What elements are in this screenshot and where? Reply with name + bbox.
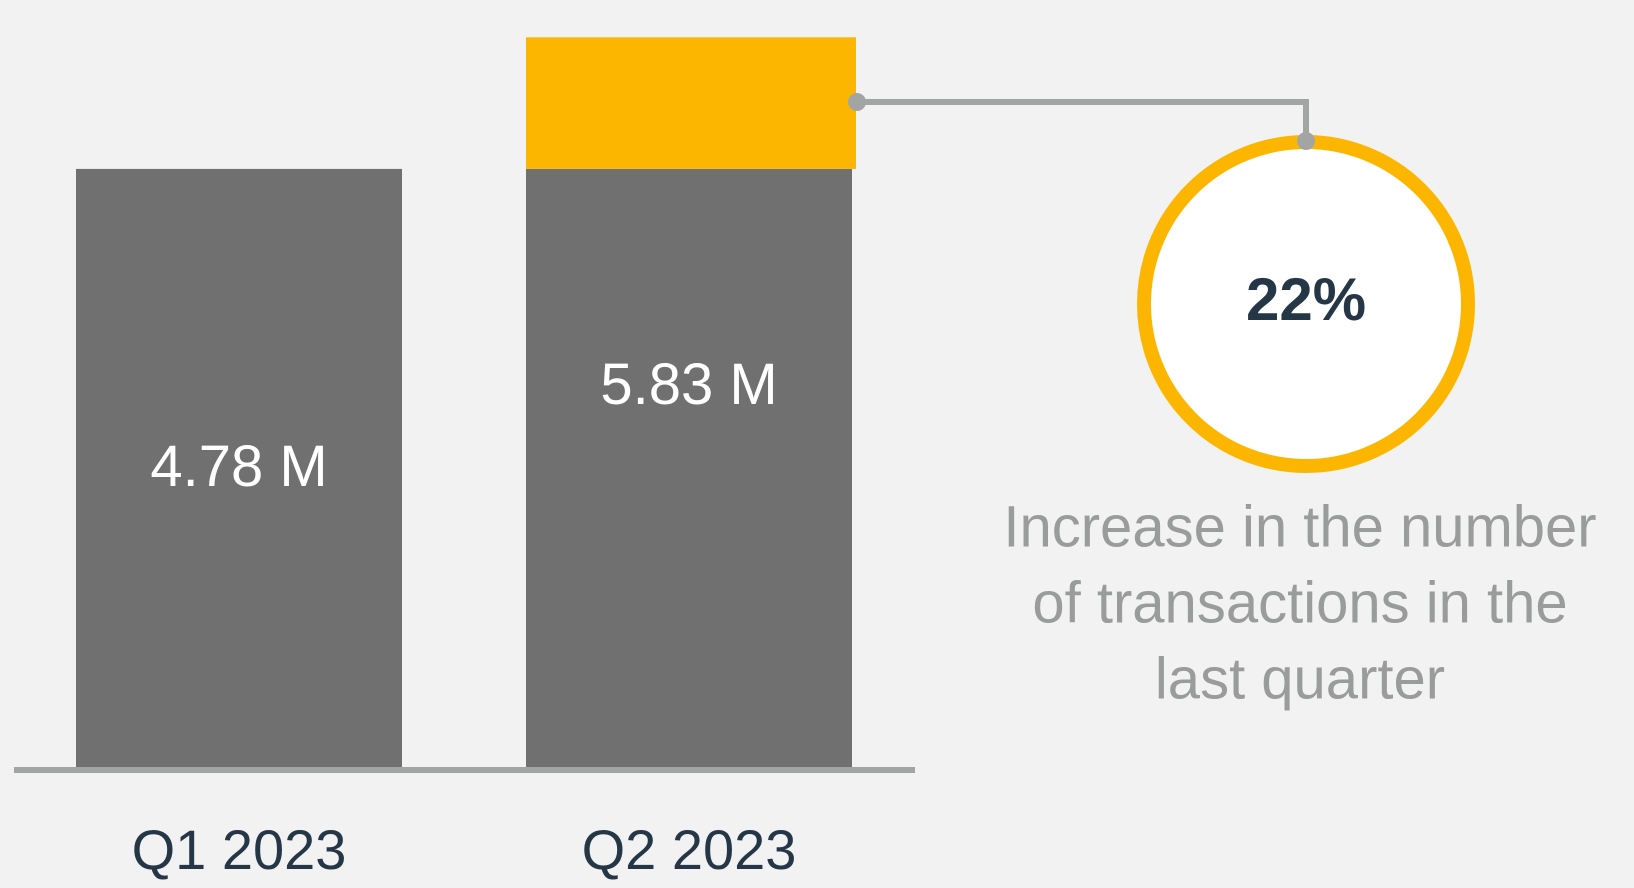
x-tick-label: Q1 2023 — [132, 818, 347, 881]
value-label: 4.78 M — [150, 434, 327, 499]
value-label: 5.83 M — [600, 352, 777, 417]
connector — [857, 99, 1309, 141]
connector-dot — [1297, 132, 1315, 150]
bar — [526, 168, 852, 768]
annotation-caption: Increase in the number — [1003, 494, 1596, 559]
bar — [76, 168, 402, 768]
increase-segment — [526, 37, 856, 169]
connector-dot — [848, 93, 866, 111]
annotation-caption: of transactions in the — [1032, 570, 1567, 635]
x-tick-label: Q2 2023 — [582, 818, 797, 881]
annotation-caption: last quarter — [1155, 646, 1445, 711]
annotation-value: 22% — [1246, 266, 1366, 333]
